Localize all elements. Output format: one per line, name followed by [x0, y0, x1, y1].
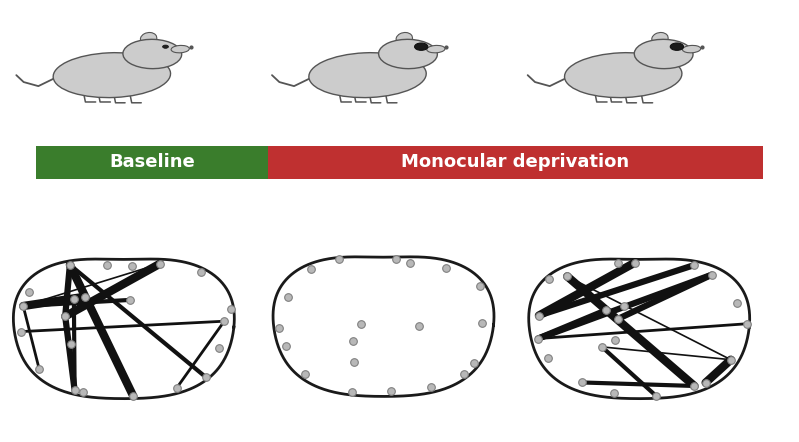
Ellipse shape	[634, 39, 693, 69]
Circle shape	[162, 45, 169, 48]
FancyBboxPatch shape	[36, 146, 268, 179]
Ellipse shape	[565, 53, 682, 98]
Ellipse shape	[682, 46, 701, 53]
Circle shape	[415, 43, 427, 50]
Ellipse shape	[379, 39, 437, 69]
Ellipse shape	[396, 32, 412, 45]
Ellipse shape	[309, 53, 426, 98]
Circle shape	[670, 43, 683, 50]
Text: Monocular deprivation: Monocular deprivation	[401, 153, 630, 171]
Ellipse shape	[123, 39, 181, 69]
FancyBboxPatch shape	[268, 146, 763, 179]
Ellipse shape	[427, 46, 445, 53]
Text: Baseline: Baseline	[109, 153, 195, 171]
Ellipse shape	[141, 32, 157, 45]
Ellipse shape	[171, 46, 189, 53]
Ellipse shape	[652, 32, 668, 45]
Ellipse shape	[54, 53, 170, 98]
